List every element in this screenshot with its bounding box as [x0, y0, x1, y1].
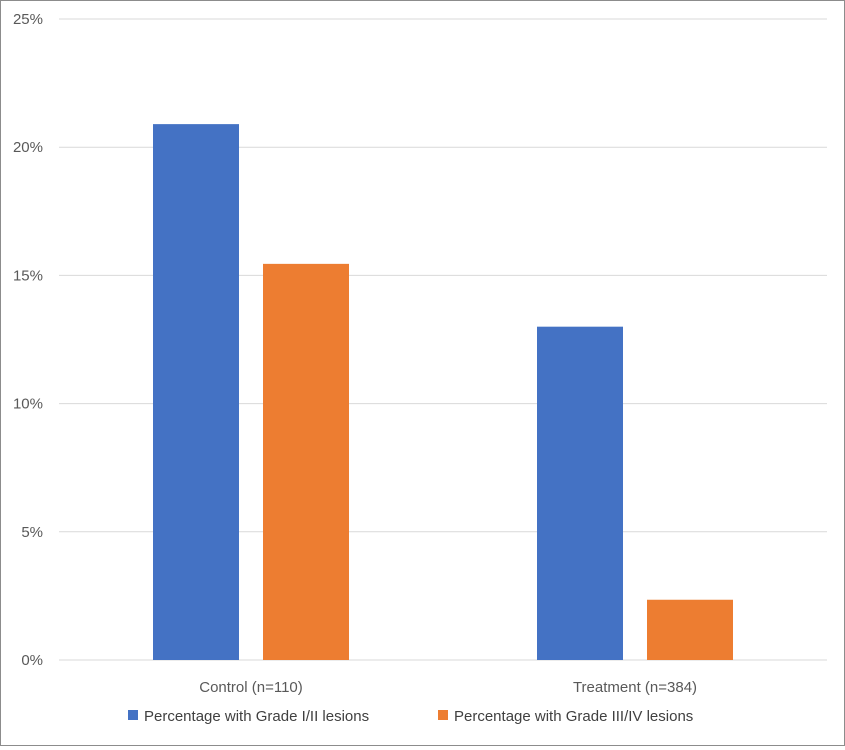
y-axis-ticks: 0% 5% 10% 15% 20% 25%	[13, 11, 43, 669]
bars	[153, 124, 733, 660]
bar-grade-i-ii-treatment	[537, 326, 623, 660]
legend: Percentage with Grade I/II lesions Percen…	[128, 708, 693, 725]
legend-label: Percentage with Grade I/II lesions	[144, 708, 369, 725]
x-category-label: Treatment (n=384)	[573, 679, 697, 696]
y-tick-label: 25%	[13, 11, 43, 28]
y-tick-label: 10%	[13, 396, 43, 413]
bar-grade-iii-iv-control	[263, 263, 349, 660]
legend-label: Percentage with Grade III/IV lesions	[454, 708, 693, 725]
y-tick-label: 20%	[13, 139, 43, 156]
x-category-label: Control (n=110)	[199, 679, 303, 696]
legend-swatch	[128, 710, 138, 720]
legend-swatch	[438, 710, 448, 720]
x-axis-categories: Control (n=110) Treatment (n=384)	[199, 679, 697, 696]
y-tick-label: 15%	[13, 267, 43, 284]
y-tick-label: 0%	[21, 652, 43, 669]
y-tick-label: 5%	[21, 524, 43, 541]
bar-grade-iii-iv-treatment	[647, 599, 733, 660]
bar-grade-i-ii-control	[153, 124, 239, 660]
